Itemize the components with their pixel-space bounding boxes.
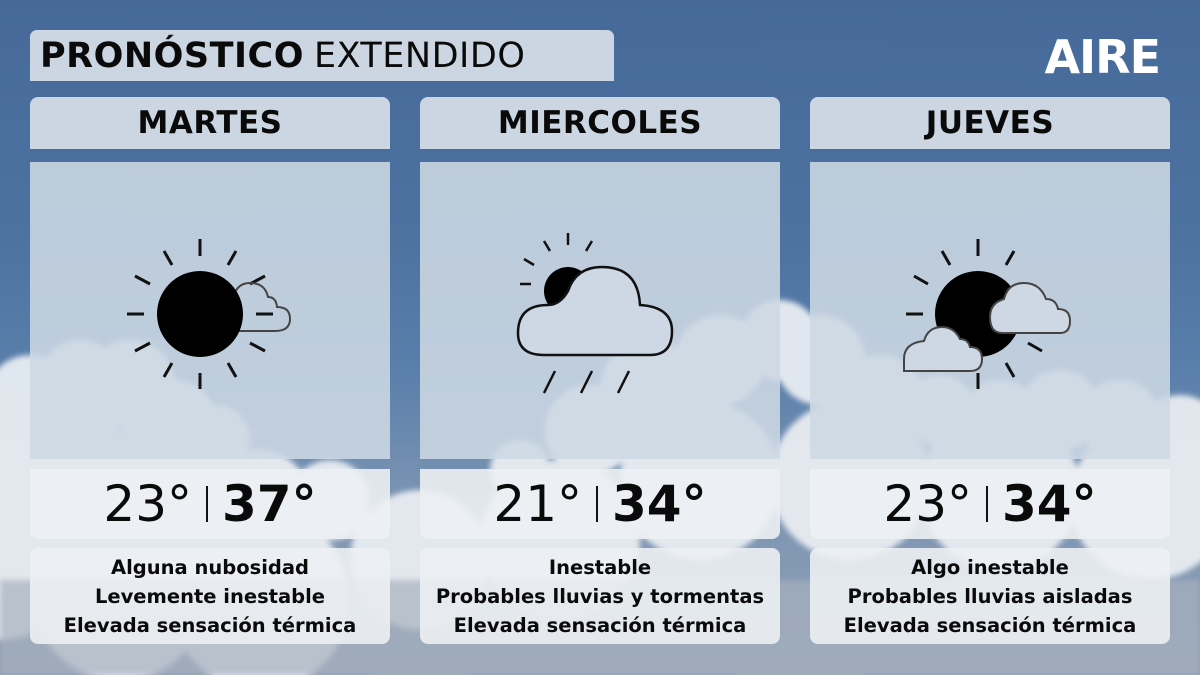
temp-max: 37° bbox=[222, 475, 317, 533]
temp-min: 23° bbox=[103, 475, 193, 533]
day-header: MIERCOLES bbox=[420, 97, 780, 149]
description-panel: Alguna nubosidad Levemente inestable Ele… bbox=[30, 548, 390, 644]
description-line: Elevada sensación térmica bbox=[453, 613, 747, 637]
sun-behind-clouds-icon bbox=[903, 238, 1072, 389]
temperature-panel: 21° 34° bbox=[420, 469, 780, 539]
temp-max: 34° bbox=[1002, 475, 1097, 533]
day-header: MARTES bbox=[30, 97, 390, 149]
brand-logo: AIRE bbox=[1044, 30, 1161, 84]
temp-min: 23° bbox=[883, 475, 973, 533]
description-panel: Inestable Probables lluvias y tormentas … bbox=[420, 548, 780, 644]
description-line: Alguna nubosidad bbox=[111, 555, 309, 579]
description-line: Probables lluvias y tormentas bbox=[435, 584, 765, 608]
description-line: Elevada sensación térmica bbox=[843, 613, 1137, 637]
forecast-day-martes: MARTES 23° 37° Alguna bbox=[30, 97, 390, 644]
temp-max: 34° bbox=[612, 475, 707, 533]
weather-icon-panel bbox=[810, 162, 1170, 459]
temp-min: 21° bbox=[493, 475, 583, 533]
description-line: Probables lluvias aisladas bbox=[847, 584, 1133, 608]
description-line: Algo inestable bbox=[911, 555, 1069, 579]
cloud-rain-sun-icon bbox=[516, 232, 674, 394]
weather-icon-panel bbox=[420, 162, 780, 459]
day-header: JUEVES bbox=[810, 97, 1170, 149]
description-line: Levemente inestable bbox=[94, 584, 326, 608]
temp-separator bbox=[206, 486, 209, 522]
description-panel: Algo inestable Probables lluvias aislada… bbox=[810, 548, 1170, 644]
temp-separator bbox=[596, 486, 599, 522]
title-bold: PRONÓSTICO bbox=[40, 35, 304, 76]
forecast-day-jueves: JUEVES 23° 34° Algo inestable Probables … bbox=[810, 97, 1170, 644]
temp-separator bbox=[986, 486, 989, 522]
page-title: PRONÓSTICO EXTENDIDO bbox=[30, 30, 614, 81]
sun-with-small-cloud-icon bbox=[127, 238, 292, 389]
description-line: Inestable bbox=[548, 555, 652, 579]
forecast-day-miercoles: MIERCOLES 21° 34° Inestable Proba bbox=[420, 97, 780, 644]
weather-icon-panel bbox=[30, 162, 390, 459]
description-line: Elevada sensación térmica bbox=[63, 613, 357, 637]
temperature-panel: 23° 34° bbox=[810, 469, 1170, 539]
temperature-panel: 23° 37° bbox=[30, 469, 390, 539]
title-light: EXTENDIDO bbox=[313, 35, 526, 76]
